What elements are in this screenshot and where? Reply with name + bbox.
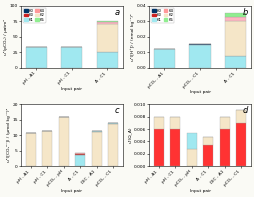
X-axis label: Input pair: Input pair [189, 90, 210, 94]
Bar [91, 132, 101, 166]
Bar [75, 153, 85, 154]
Bar [235, 110, 245, 123]
Bar [91, 131, 101, 132]
Bar [75, 155, 85, 166]
Text: b: b [242, 7, 247, 17]
X-axis label: Input pair: Input pair [61, 189, 82, 193]
Text: a: a [114, 7, 119, 17]
Bar [75, 154, 85, 155]
Bar [186, 149, 196, 166]
Bar [170, 117, 180, 129]
Bar [202, 137, 212, 145]
Bar [224, 17, 245, 21]
X-axis label: Input pair: Input pair [61, 87, 82, 91]
Bar [96, 24, 118, 52]
Bar [224, 56, 245, 68]
Bar [153, 129, 163, 166]
Bar [170, 129, 180, 166]
Y-axis label: u²([H⁺]) / (nmol kg⁻¹)²: u²([H⁺]) / (nmol kg⁻¹)² [130, 13, 134, 61]
Bar [96, 21, 118, 22]
Bar [153, 49, 174, 68]
Legend: K0, K3, K1, K4, K2, K5: K0, K3, K1, K4, K2, K5 [23, 8, 46, 23]
Bar [25, 133, 35, 166]
Bar [224, 13, 245, 17]
Bar [235, 123, 245, 166]
Legend: K0, K3, K1, K4, K2, K5: K0, K3, K1, K4, K2, K5 [151, 8, 174, 23]
Y-axis label: u²(pCO₂) / µatm²: u²(pCO₂) / µatm² [4, 19, 8, 55]
Bar [202, 145, 212, 166]
Bar [108, 124, 118, 166]
Bar [219, 129, 229, 166]
Bar [189, 44, 210, 45]
Bar [224, 21, 245, 56]
Text: c: c [115, 106, 119, 115]
Y-axis label: u²(Ω_A): u²(Ω_A) [128, 127, 132, 143]
Bar [25, 47, 47, 68]
Bar [61, 47, 82, 68]
Bar [153, 48, 174, 49]
Bar [108, 123, 118, 124]
Bar [219, 117, 229, 129]
Bar [42, 131, 52, 166]
Bar [96, 22, 118, 24]
Y-axis label: u²([CO₃²⁻]) / (µmol kg⁻¹)²: u²([CO₃²⁻]) / (µmol kg⁻¹)² [7, 108, 11, 162]
Bar [96, 52, 118, 68]
Bar [189, 45, 210, 68]
Bar [153, 117, 163, 129]
Bar [186, 133, 196, 149]
X-axis label: Input pair: Input pair [189, 189, 210, 193]
Bar [58, 117, 68, 166]
Text: d: d [242, 106, 247, 115]
